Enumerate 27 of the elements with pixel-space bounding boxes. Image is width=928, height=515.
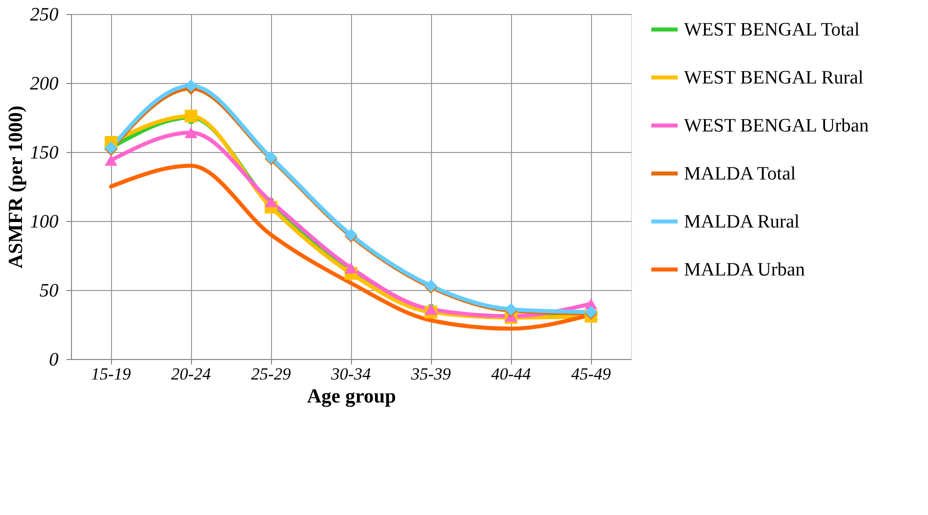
y-tick-label: 200 (30, 74, 59, 94)
y-tick-label: 250 (30, 4, 59, 26)
y-tick-label: 50 (40, 280, 59, 302)
x-tick-label: 40-44 (491, 364, 532, 384)
point (344, 262, 358, 274)
point (264, 196, 278, 208)
x-tick-label: 25-29 (251, 364, 292, 384)
legend-label: WEST BENGAL Rural (684, 68, 864, 88)
x-tick-label: 20-24 (171, 364, 212, 384)
legend-label: MALDA Urban (684, 260, 806, 280)
legend-label: WEST BENGAL Urban (684, 116, 870, 136)
x-tick-label: 45-49 (571, 364, 612, 384)
x-tick-label: 35-39 (410, 364, 452, 384)
x-axis-title: Age group (306, 386, 396, 408)
legend-label: MALDA Total (684, 164, 796, 184)
x-tick-label: 15-19 (91, 364, 132, 384)
legend-label: WEST BENGAL Total (684, 20, 860, 40)
y-tick-label: 0 (49, 350, 59, 370)
point (184, 127, 198, 138)
point (424, 304, 438, 315)
y-tick-label: 100 (30, 212, 59, 232)
y-tick-label: 150 (30, 142, 59, 164)
point (184, 79, 198, 92)
x-tick-label: 30-34 (330, 364, 372, 384)
legend-label: MALDA Rural (684, 212, 800, 232)
point (104, 154, 118, 166)
y-axis-title: ASMFR (per 1000) (5, 106, 27, 268)
